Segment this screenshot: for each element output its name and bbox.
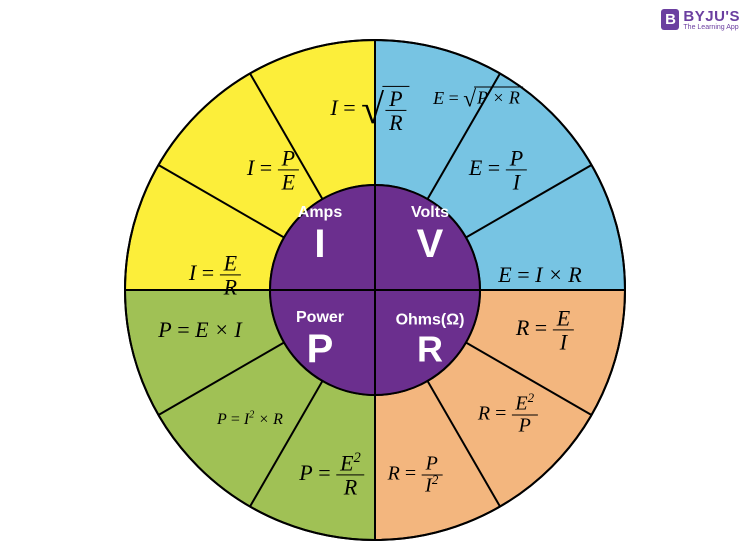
ohms-law-wheel xyxy=(0,0,750,551)
center-label-ohms: Ohms(Ω) R xyxy=(396,311,465,368)
logo-sub: The Learning App xyxy=(683,24,740,31)
symbol-P: P xyxy=(296,327,344,371)
logo-text: BYJU'S The Learning App xyxy=(683,8,740,31)
symbol-R: R xyxy=(396,329,465,369)
formula-P_EI: P = E × I xyxy=(158,317,242,343)
formula-E_sqrt: E = √P × R xyxy=(433,87,523,114)
formula-R_EI: R = EI xyxy=(516,306,574,353)
formula-P_E2R: P = E2R xyxy=(299,451,364,498)
formula-P_I2R: P = I2 × R xyxy=(217,411,283,429)
center-label-volts: Volts V xyxy=(411,204,449,266)
formula-E_IR: E = I × R xyxy=(498,262,582,288)
formula-R_PI2: R = PI2 xyxy=(388,454,443,497)
center-label-power: Power P xyxy=(296,309,344,371)
symbol-I: I xyxy=(298,222,342,266)
formula-E_PI: E = PI xyxy=(469,146,527,193)
unit-power: Power xyxy=(296,309,344,327)
formula-I_ER: I = ER xyxy=(189,251,241,298)
stage: Amps I Volts V Power P Ohms(Ω) R I = ER I… xyxy=(0,0,750,551)
unit-amps: Amps xyxy=(298,204,342,222)
formula-I_PE: I = PE xyxy=(247,146,299,193)
unit-volts: Volts xyxy=(411,204,449,222)
formula-R_E2P: R = E2P xyxy=(478,394,538,437)
center-label-amps: Amps I xyxy=(298,204,342,266)
logo-box: B xyxy=(661,9,679,30)
unit-ohms: Ohms(Ω) xyxy=(396,311,465,329)
logo-main: BYJU'S xyxy=(683,8,740,25)
formula-I_sqrt: I = √PR xyxy=(330,86,409,134)
symbol-V: V xyxy=(411,222,449,266)
byjus-logo: B BYJU'S The Learning App xyxy=(661,8,740,31)
